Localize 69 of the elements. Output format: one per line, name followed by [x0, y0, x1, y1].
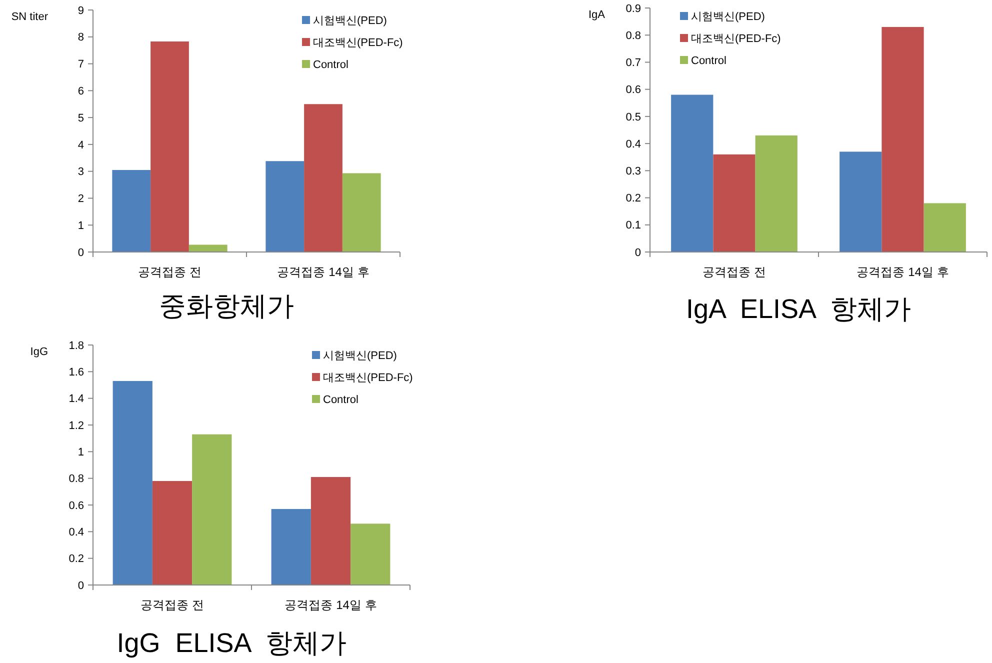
y-tick-label: 1.2 — [68, 420, 84, 432]
y-axis-title: IgA — [588, 9, 606, 21]
y-tick-label: 0.2 — [68, 553, 84, 566]
y-tick-label: 0.6 — [68, 500, 84, 512]
bar — [755, 135, 798, 252]
legend-label: 대조백신(PED-Fc) — [313, 36, 403, 49]
y-tick-label: 3 — [78, 166, 84, 178]
bar — [112, 381, 152, 585]
bar — [350, 524, 390, 585]
legend-label: 시험백신(PED) — [313, 14, 387, 27]
x-tick-label: 공격접종 전 — [702, 265, 766, 279]
y-tick-label: 1.4 — [68, 393, 84, 406]
y-tick-label: 1 — [78, 220, 84, 232]
y-tick-label: 0.6 — [626, 84, 641, 96]
bar — [271, 509, 311, 585]
y-tick-label: 0 — [634, 246, 641, 259]
legend-label: 시험백신(PED) — [691, 10, 765, 23]
legend-label: Control — [313, 58, 348, 71]
y-tick-label: 5 — [78, 112, 84, 124]
bar — [924, 203, 966, 252]
y-tick-label: 0.8 — [68, 473, 84, 486]
text: IgG ELISA 항체가 — [116, 628, 346, 658]
bar — [188, 244, 228, 252]
y-tick-label: 0.8 — [626, 30, 641, 42]
legend-label: Control — [323, 394, 358, 406]
bar — [840, 152, 882, 252]
bar — [192, 434, 232, 585]
y-tick-label: 0.4 — [626, 138, 641, 150]
bar — [310, 477, 351, 585]
bar — [671, 94, 714, 252]
y-tick-label: 6 — [78, 86, 84, 98]
bar — [342, 173, 381, 252]
y-tick-label: 0.3 — [626, 166, 641, 178]
legend-label: Control — [691, 54, 726, 67]
y-tick-label: 0.9 — [626, 2, 641, 15]
y-tick-label: 1.8 — [68, 340, 84, 352]
legend-label: 대조백신(PED-Fc) — [691, 32, 781, 45]
x-tick-label: 공격접종 14일 후 — [277, 265, 370, 279]
y-tick-label: 0.7 — [626, 57, 641, 70]
y-tick-label: 4 — [78, 139, 84, 152]
legend-label: 시험백신(PED) — [323, 350, 397, 362]
bar — [150, 41, 189, 252]
bar — [266, 161, 304, 252]
y-tick-label: 2 — [78, 193, 84, 206]
y-tick-label: 0 — [78, 246, 84, 259]
y-tick-label: 0.2 — [626, 192, 641, 205]
x-tick-label: 공격접종 전 — [140, 598, 204, 612]
bar — [713, 154, 756, 252]
x-tick-label: 공격접종 전 — [138, 265, 202, 279]
bar — [152, 481, 192, 585]
text: IgA ELISA 항체가 — [686, 294, 912, 324]
bar — [882, 26, 924, 252]
x-tick-label: 공격접종 14일 후 — [856, 265, 949, 279]
bar — [304, 104, 342, 252]
bar — [112, 170, 151, 252]
y-tick-label: 8 — [78, 32, 84, 44]
legend-label: 대조백신(PED-Fc) — [323, 372, 413, 384]
x-tick-label: 공격접종 14일 후 — [284, 598, 377, 612]
y-tick-label: 0.4 — [68, 526, 84, 539]
y-axis-title: IgG — [30, 346, 48, 358]
y-tick-label: 9 — [78, 4, 84, 17]
y-tick-label: 7 — [78, 58, 84, 71]
y-axis-title: SN titer — [11, 11, 48, 23]
text: 중화항체가 — [159, 291, 294, 321]
y-tick-label: 0.1 — [626, 220, 641, 232]
y-tick-label: 1.6 — [68, 366, 84, 379]
y-tick-label: 0.5 — [626, 111, 641, 124]
y-tick-label: 0 — [78, 580, 84, 592]
y-tick-label: 1 — [78, 446, 84, 459]
